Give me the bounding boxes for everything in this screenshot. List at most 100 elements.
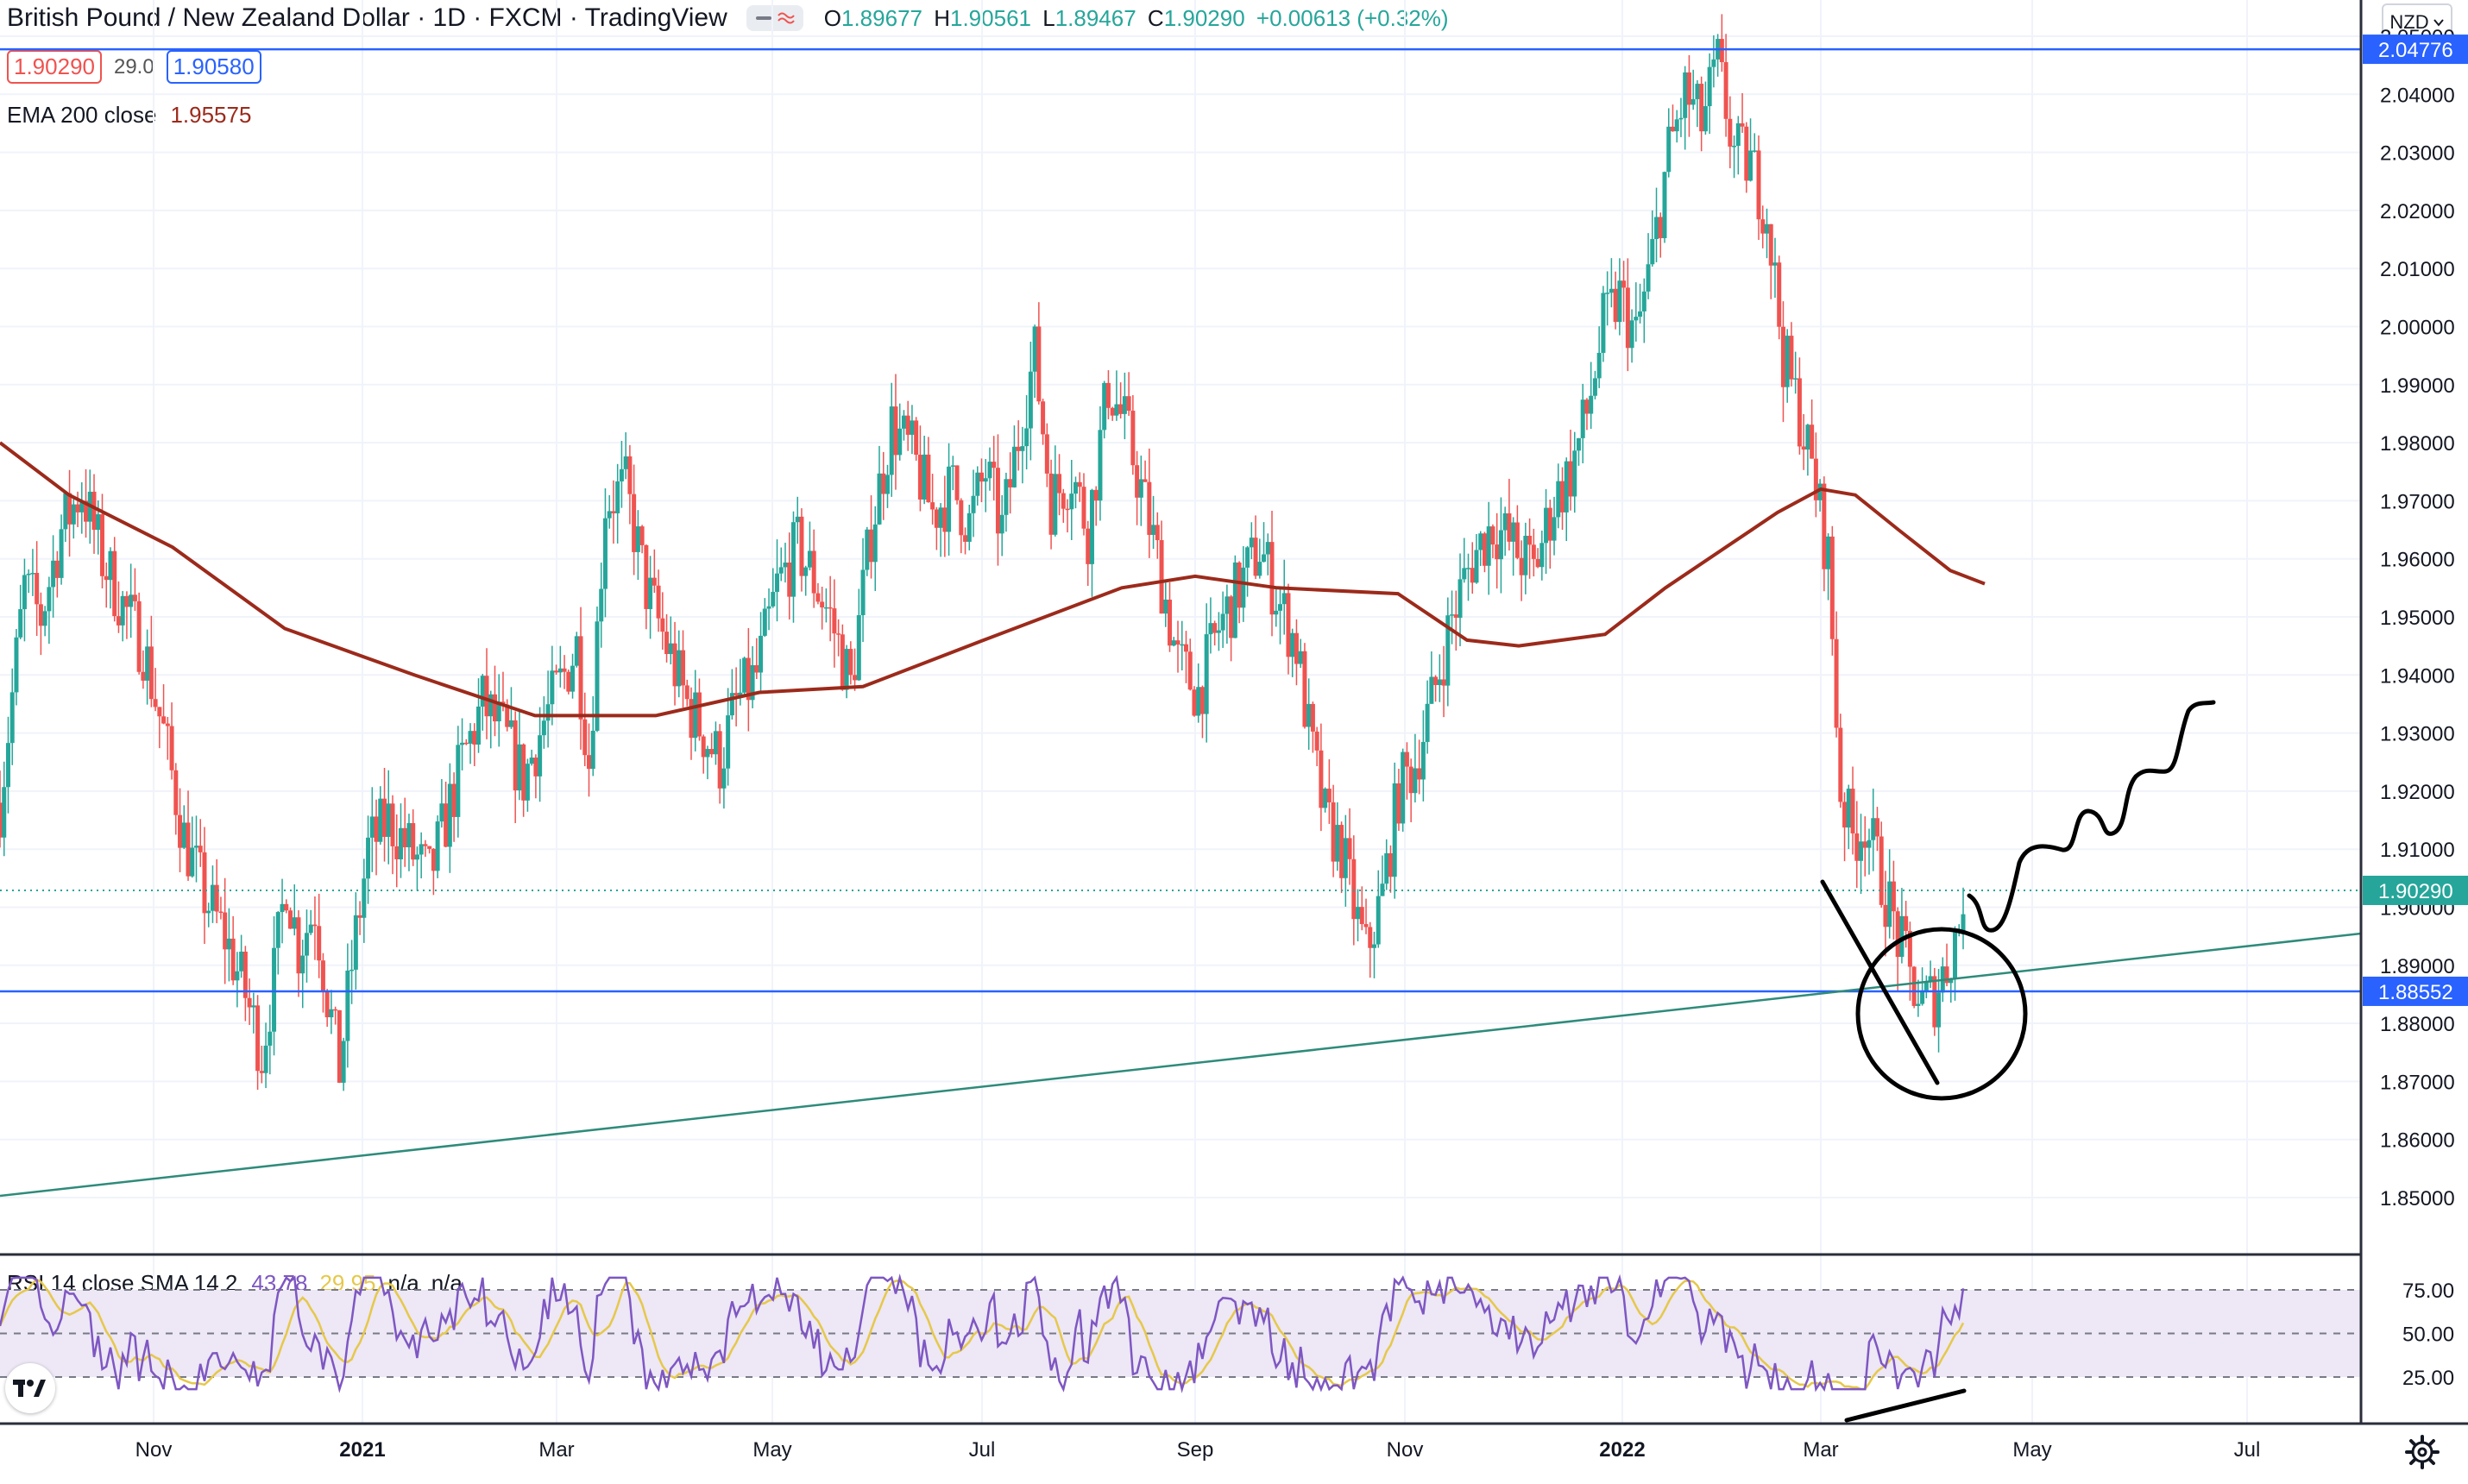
ema-200-line <box>0 441 1986 718</box>
candle-body <box>218 911 224 913</box>
candle-body <box>296 917 301 974</box>
indicator-toggle[interactable] <box>746 5 803 31</box>
candle-body <box>930 502 935 510</box>
candle-body <box>840 634 845 690</box>
candle-body <box>897 428 903 456</box>
candle-body <box>38 604 43 626</box>
candle-body <box>987 462 992 479</box>
candle-body <box>1363 924 1369 928</box>
candle-body <box>877 473 882 525</box>
candle-body <box>386 803 391 837</box>
price-tick-label: 1.95000 <box>2380 607 2455 630</box>
candle-body <box>402 827 407 848</box>
candle-body <box>1797 378 1802 447</box>
candle-body <box>153 699 158 707</box>
candle-body <box>1175 640 1180 645</box>
ema-legend[interactable]: EMA 200 close 1.95575 <box>7 102 251 129</box>
tradingview-logo-icon[interactable] <box>5 1363 55 1413</box>
candle-body <box>341 1041 346 1083</box>
candle-body <box>1609 288 1614 293</box>
candle-body <box>226 938 231 950</box>
candle-body <box>1269 542 1275 615</box>
candle-body <box>2 787 7 838</box>
candle-body <box>587 755 591 770</box>
candle-body <box>460 742 465 745</box>
symbol-title[interactable]: British Pound / New Zealand Dollar · 1D … <box>7 3 727 32</box>
candle-body <box>517 744 522 791</box>
candle-body <box>545 704 551 721</box>
candle-body <box>733 693 739 695</box>
buy-price-button[interactable]: 1.90580 <box>166 50 261 84</box>
downtrend-drawing-line <box>1820 879 1940 1085</box>
candle-body <box>771 592 776 607</box>
resistance-price-label-bg <box>2363 35 2468 65</box>
candle-body <box>431 848 436 871</box>
candle-body <box>1690 98 1696 105</box>
support-price-label: 1.88552 <box>2378 981 2453 1004</box>
candle-body <box>353 915 358 970</box>
price-tick-label: 1.86000 <box>2380 1129 2455 1153</box>
price-tick-label: 1.87000 <box>2380 1071 2455 1094</box>
candle-body <box>1372 944 1376 948</box>
candle-body <box>1253 538 1258 576</box>
candle-body <box>1339 825 1344 878</box>
candle-body <box>578 636 583 720</box>
candle-body <box>1617 280 1622 323</box>
ema-value: 1.95575 <box>170 102 252 128</box>
candle-body <box>366 837 371 879</box>
candle-body <box>1417 768 1422 780</box>
candle-body <box>644 544 649 609</box>
candle-body <box>1854 833 1860 861</box>
time-tick-label: Sep <box>1177 1438 1214 1462</box>
candle-body <box>505 704 510 727</box>
candle-body <box>394 846 400 859</box>
candle-body <box>1216 630 1221 633</box>
candle-body <box>1298 651 1303 664</box>
time-tick-label: Jul <box>969 1438 996 1462</box>
candle-body <box>950 465 955 467</box>
candle-body <box>1490 526 1495 545</box>
candle-body <box>320 960 325 992</box>
candle-body <box>1384 852 1389 884</box>
candle-body <box>696 692 702 737</box>
candle-body <box>648 577 653 609</box>
candle-body <box>652 577 657 586</box>
high-label: H <box>934 4 950 31</box>
candle-body <box>783 563 788 568</box>
rsi-tick-label: 25.00 <box>2402 1367 2454 1390</box>
candle-body <box>1413 768 1418 794</box>
open-value: 1.89677 <box>841 4 922 31</box>
candle-body <box>1232 562 1237 638</box>
candle-body <box>18 609 23 638</box>
candle-body <box>684 685 689 700</box>
candle-body <box>1846 789 1851 828</box>
sell-price-button[interactable]: 1.90290 <box>7 50 102 84</box>
candle-body <box>1237 562 1242 608</box>
candle-body <box>112 550 117 617</box>
candle-body <box>1838 727 1843 802</box>
candle-body <box>766 606 771 609</box>
candle-body <box>1862 841 1867 848</box>
candle-body <box>1895 911 1900 958</box>
rsi-axis: 75.00 50.00 25.00 <box>2402 1280 2454 1390</box>
candle-body <box>1842 802 1848 828</box>
candle-body <box>844 649 849 690</box>
candle-body <box>693 692 698 739</box>
candle-body <box>971 495 976 513</box>
candle-body <box>1204 634 1209 714</box>
candle-body <box>1728 118 1733 147</box>
candle-body <box>1347 838 1352 859</box>
candle-body <box>1953 932 1958 979</box>
candle-body <box>713 731 718 755</box>
candle-body <box>239 951 244 972</box>
candle-body <box>206 910 211 914</box>
candle-body <box>1196 687 1201 716</box>
settings-button[interactable] <box>2404 1434 2440 1470</box>
candle-body <box>1401 751 1406 824</box>
candle-body <box>476 706 482 745</box>
candle-body <box>1662 172 1667 239</box>
candle-body <box>1274 610 1279 615</box>
candle-body <box>1453 614 1458 618</box>
candle-body <box>790 522 796 597</box>
